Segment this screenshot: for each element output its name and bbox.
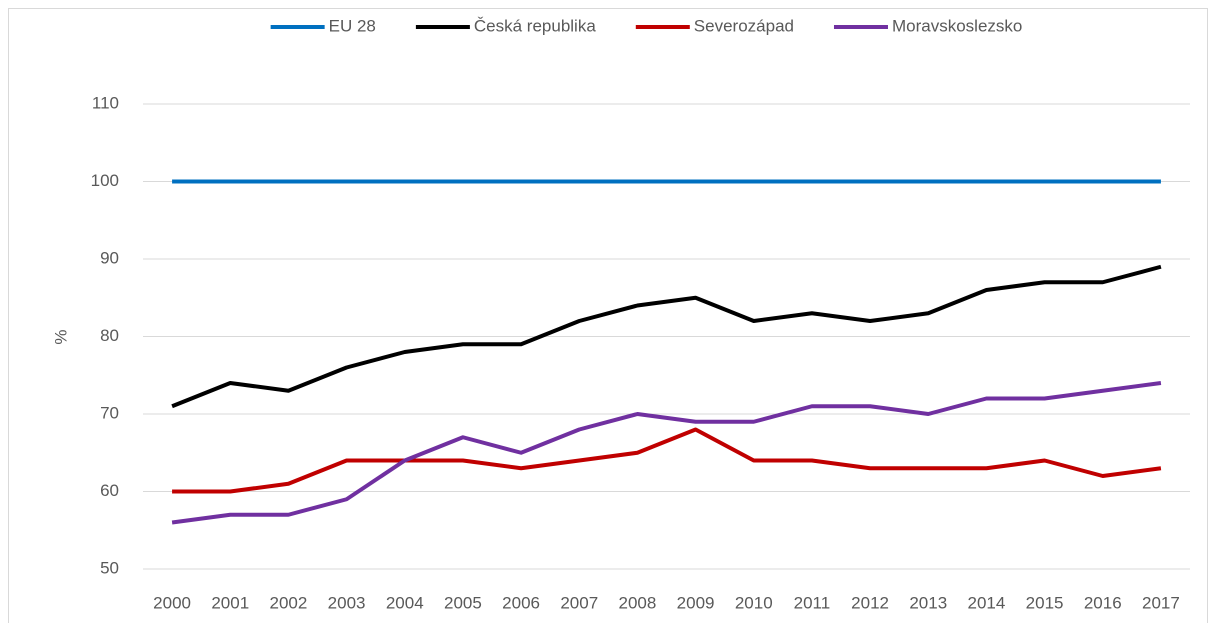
x-tick-label: 2008 <box>619 593 657 612</box>
x-tick-label: 2015 <box>1026 593 1064 612</box>
x-tick-label: 2004 <box>386 593 424 612</box>
x-tick-label: 2001 <box>211 593 249 612</box>
y-tick-label: 50 <box>100 558 119 577</box>
x-tick-label: 2002 <box>270 593 308 612</box>
y-tick-label: 90 <box>100 248 119 267</box>
x-tick-label: 2010 <box>735 593 773 612</box>
x-tick-label: 2012 <box>851 593 889 612</box>
y-tick-label: 70 <box>100 403 119 422</box>
y-axis-label: % <box>51 329 70 344</box>
y-tick-label: 80 <box>100 326 119 345</box>
legend-label: Severozápad <box>694 16 794 35</box>
x-tick-label: 2006 <box>502 593 540 612</box>
x-tick-label: 2007 <box>560 593 598 612</box>
y-tick-label: 60 <box>100 481 119 500</box>
x-tick-label: 2016 <box>1084 593 1122 612</box>
legend-label: Moravskoslezsko <box>892 16 1022 35</box>
series-line <box>172 427 1162 494</box>
series-line <box>171 264 1162 409</box>
series-line <box>171 381 1162 525</box>
y-tick-label: 100 <box>91 171 119 190</box>
x-tick-label: 2011 <box>794 593 831 612</box>
x-tick-label: 2013 <box>909 593 947 612</box>
x-tick-label: 2009 <box>677 593 715 612</box>
chart-border <box>8 8 1208 623</box>
x-tick-label: 2014 <box>968 593 1006 612</box>
x-tick-label: 2017 <box>1142 593 1180 612</box>
legend-label: Česká republika <box>474 16 596 35</box>
legend-label: EU 28 <box>329 16 376 35</box>
x-tick-label: 2003 <box>328 593 366 612</box>
y-tick-label: 110 <box>92 93 119 112</box>
x-tick-label: 2005 <box>444 593 482 612</box>
x-tick-label: 2000 <box>153 593 191 612</box>
